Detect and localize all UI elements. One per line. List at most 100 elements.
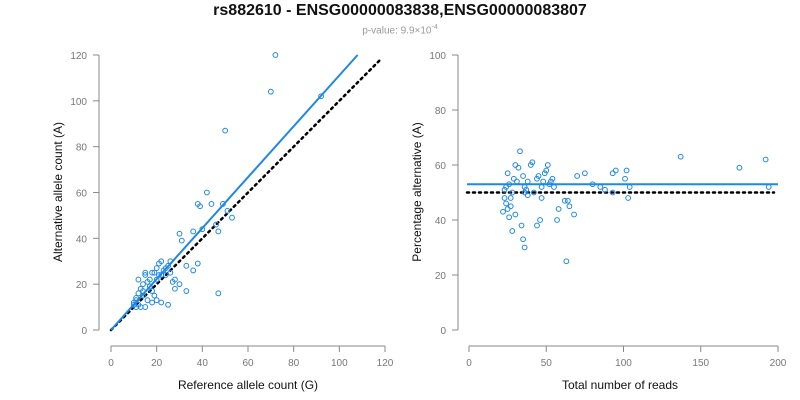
right-data-point xyxy=(551,184,557,190)
right-data-point xyxy=(513,178,520,185)
right-data-point xyxy=(626,184,633,190)
left-data-point xyxy=(190,267,197,274)
left-y-tick-label: 100 xyxy=(70,97,87,108)
left-data-point xyxy=(167,258,174,265)
right-data-point xyxy=(602,186,608,193)
left-data-point xyxy=(229,214,235,221)
right-data-point xyxy=(589,181,596,188)
left-x-ticks: 0 20 40 60 80 100 120 xyxy=(108,346,394,369)
left-y-ticks: 0 20 40 60 80 100 120 xyxy=(70,51,99,337)
left-y-tick-label: 0 xyxy=(81,326,87,337)
left-data-point xyxy=(140,292,146,299)
left-data-point xyxy=(183,262,190,269)
right-y-tick-label: 60 xyxy=(435,161,447,172)
left-data-point xyxy=(318,93,324,100)
right-y-tick-label: 20 xyxy=(435,271,447,282)
left-data-point xyxy=(133,304,140,310)
right-data-point xyxy=(581,170,588,177)
right-data-point xyxy=(622,175,628,182)
left-data-point xyxy=(153,265,160,272)
right-y-tick-label: 0 xyxy=(440,326,446,337)
left-data-point xyxy=(167,269,174,276)
right-data-point xyxy=(538,184,545,190)
right-data-point xyxy=(563,258,570,265)
right-data-point xyxy=(736,164,743,171)
right-data-point xyxy=(609,170,616,177)
right-data-point xyxy=(504,170,511,177)
right-data-point xyxy=(609,189,616,196)
left-data-point xyxy=(158,299,165,306)
left-data-point xyxy=(130,299,137,306)
left-data-point xyxy=(194,260,201,267)
right-x-tick-label: 100 xyxy=(615,358,632,369)
right-x-tick-label: 150 xyxy=(692,358,709,369)
left-data-point xyxy=(213,221,219,228)
right-y-tick-label: 40 xyxy=(435,216,447,227)
right-data-point xyxy=(521,189,528,196)
right-data-point xyxy=(515,164,522,171)
right-y-tick-label: 100 xyxy=(429,51,446,62)
left-data-point xyxy=(272,52,279,58)
right-data-point xyxy=(500,208,506,215)
left-data-point xyxy=(219,201,226,207)
right-data-point xyxy=(520,173,526,179)
left-x-tick-label: 60 xyxy=(242,358,254,369)
right-data-point xyxy=(762,156,769,163)
chart-title: rs882610 - ENSG00000083838,ENSG000000838… xyxy=(213,2,587,19)
left-points xyxy=(130,52,324,310)
right-data-point xyxy=(765,184,772,190)
left-data-point xyxy=(169,278,176,285)
right-data-point xyxy=(521,184,528,190)
left-data-point xyxy=(176,230,183,237)
right-data-point xyxy=(501,195,508,201)
left-data-point xyxy=(158,272,165,278)
left-y-tick-label: 60 xyxy=(76,189,88,200)
left-data-point xyxy=(190,228,197,235)
right-data-point xyxy=(504,206,511,212)
right-data-point xyxy=(571,211,577,218)
left-data-point xyxy=(156,260,162,267)
right-data-point xyxy=(530,189,537,196)
left-reference-line xyxy=(109,58,382,332)
left-data-point xyxy=(151,292,158,299)
left-data-point xyxy=(146,283,153,290)
left-data-point xyxy=(197,203,203,210)
left-x-tick-label: 120 xyxy=(377,358,394,369)
left-x-tick-label: 100 xyxy=(331,358,348,369)
p-value-exponent: -4 xyxy=(431,24,438,31)
left-data-point xyxy=(204,189,210,196)
left-data-point xyxy=(142,269,149,276)
right-data-point xyxy=(537,217,543,223)
left-y-tick-label: 20 xyxy=(76,280,88,291)
left-data-point xyxy=(135,290,142,297)
right-data-point xyxy=(527,162,534,168)
right-data-point xyxy=(612,167,619,174)
left-data-point xyxy=(267,88,274,95)
left-data-point xyxy=(153,276,160,283)
right-y-axis-title: Percentage alternative (A) xyxy=(410,122,424,261)
left-data-point xyxy=(149,299,156,306)
right-y-tick-label: 80 xyxy=(435,106,447,117)
left-data-point xyxy=(133,295,140,301)
right-y-ticks: 0 20 40 60 80 100 xyxy=(429,51,458,337)
left-x-tick-label: 40 xyxy=(197,358,209,369)
right-data-point xyxy=(512,211,519,218)
left-y-tick-label: 80 xyxy=(76,143,88,154)
right-data-point xyxy=(538,195,545,201)
right-data-point xyxy=(510,175,517,182)
left-data-point xyxy=(142,304,149,310)
right-data-point xyxy=(524,178,531,185)
right-data-point xyxy=(506,214,513,221)
left-data-point xyxy=(215,290,222,297)
right-data-point xyxy=(541,170,548,177)
left-data-point xyxy=(172,285,178,292)
right-data-point xyxy=(555,206,562,212)
left-data-point xyxy=(144,278,151,285)
right-data-point xyxy=(509,228,516,234)
right-data-point xyxy=(517,148,523,155)
left-data-point xyxy=(176,281,183,288)
left-data-point xyxy=(156,272,162,278)
left-data-point xyxy=(149,288,156,294)
right-points xyxy=(500,148,772,265)
